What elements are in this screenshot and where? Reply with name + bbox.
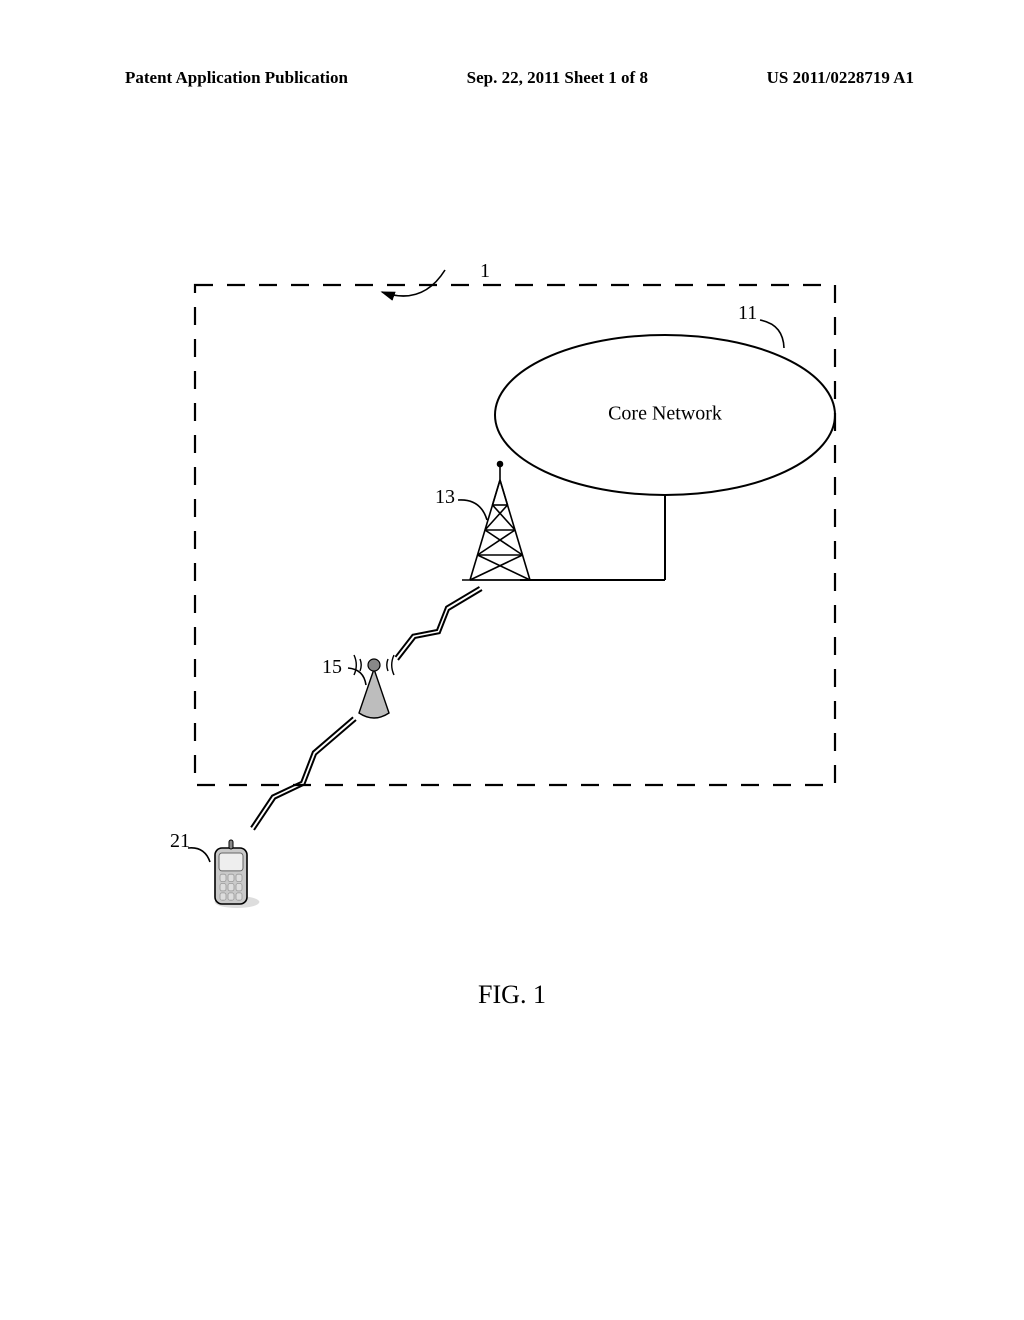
ref-label-21: 21 xyxy=(170,830,190,853)
system-boundary xyxy=(195,285,835,785)
leader-line xyxy=(458,500,487,520)
figure-caption: FIG. 1 xyxy=(0,980,1024,1010)
figure-svg: Core Network xyxy=(0,0,1024,1320)
leader-line xyxy=(348,668,366,685)
ref-label-13: 13 xyxy=(435,486,455,509)
leader-line xyxy=(188,848,210,862)
ref-label-11: 11 xyxy=(738,302,757,325)
base-station-tower-icon xyxy=(462,462,538,581)
mobile-phone-icon xyxy=(215,840,260,908)
leader-line xyxy=(382,270,445,296)
core-network-label: Core Network xyxy=(608,403,722,425)
leader-line xyxy=(760,320,784,348)
relay-node-icon xyxy=(354,655,394,718)
wireless-link-icon xyxy=(251,717,356,830)
wireless-link-icon xyxy=(395,587,482,660)
ref-label-1: 1 xyxy=(480,260,490,283)
ref-label-15: 15 xyxy=(322,656,342,679)
